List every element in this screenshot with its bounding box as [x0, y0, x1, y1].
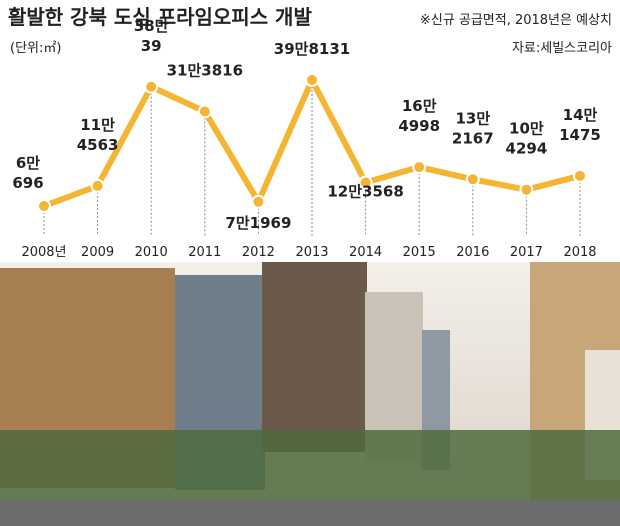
x-tick-label: 2017 — [510, 245, 543, 260]
data-point — [573, 168, 587, 183]
data-point — [197, 104, 212, 119]
x-tick-label: 2012 — [242, 245, 275, 260]
data-label: 38만 39 — [134, 17, 169, 55]
data-point — [412, 160, 427, 175]
data-point — [465, 172, 480, 187]
data-point — [251, 194, 266, 209]
data-label: 12만3568 — [327, 183, 403, 201]
source: 자료:세빌스코리아 — [512, 41, 612, 56]
data-point — [37, 199, 51, 213]
x-tick-label: 2016 — [456, 245, 489, 260]
data-label: 31만3816 — [167, 61, 243, 79]
x-tick-label: 2010 — [135, 245, 168, 260]
data-label: 16만 4998 — [398, 97, 440, 135]
x-tick-label: 2013 — [295, 245, 328, 260]
data-label: 11만 4563 — [77, 116, 119, 154]
x-tick-label: 2009 — [81, 245, 114, 260]
data-label: 6만 696 — [12, 154, 43, 192]
photo-background — [0, 262, 620, 526]
x-tick-label: 2014 — [349, 245, 382, 260]
data-label: 14만 1475 — [559, 106, 601, 144]
chart-title: 활발한 강북 도심 프라임오피스 개발 — [8, 5, 312, 29]
data-point — [358, 175, 373, 190]
data-label: 13만 2167 — [452, 109, 494, 147]
data-label: 39만8131 — [274, 40, 350, 58]
note: ※신규 공급면적, 2018년은 예상치 — [420, 13, 612, 28]
unit-label: (단위:㎡) — [10, 41, 61, 56]
data-label: 7만1969 — [225, 214, 291, 232]
x-tick-label: 2015 — [403, 245, 436, 260]
x-tick-label: 2008년 — [21, 245, 66, 260]
x-tick-label: 2011 — [188, 245, 221, 260]
data-point — [144, 79, 159, 94]
data-label: 10만 4294 — [506, 120, 548, 158]
data-point — [519, 182, 534, 197]
data-point — [90, 178, 105, 193]
data-point — [305, 73, 319, 87]
x-tick-label: 2018 — [563, 245, 596, 260]
